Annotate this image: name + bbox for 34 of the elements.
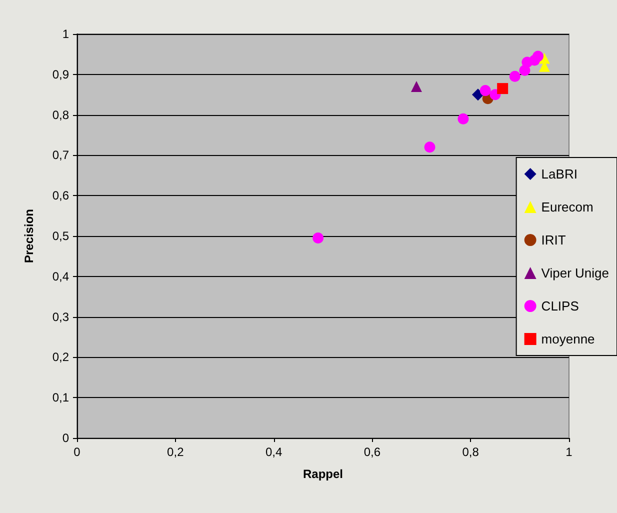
y-tick-label: 0,7 — [52, 148, 70, 162]
y-tick-label: 0,2 — [52, 350, 70, 364]
y-tick-label: 0,8 — [52, 108, 70, 122]
x-tick-label: 0,2 — [167, 445, 184, 459]
legend-label: Viper Unige — [541, 266, 610, 280]
legend-label: CLIPS — [541, 298, 580, 314]
legend-label: LaBRI — [541, 166, 578, 182]
y-tick-label: 0,9 — [52, 67, 70, 82]
x-axis-title: Rappel — [302, 467, 344, 481]
y-tick-label: 1 — [62, 27, 70, 41]
point — [410, 81, 422, 92]
legend-label: IRIT — [541, 232, 566, 248]
y-tick-label: 0,3 — [52, 310, 70, 324]
x-tick-label: 0,6 — [364, 445, 381, 459]
y-tick-label: 0,6 — [52, 188, 70, 203]
x-tick-label: 0,8 — [462, 445, 480, 459]
legend-label: Eurecom — [541, 200, 594, 214]
x-tick-label: 0,4 — [265, 445, 282, 459]
point — [497, 83, 508, 94]
x-tick-label: 0 — [74, 445, 81, 459]
point — [458, 113, 469, 124]
y-axis-title: Precision — [22, 208, 36, 264]
point — [472, 88, 484, 101]
y-tick-label: 0,1 — [52, 390, 70, 405]
y-tick-label: 0 — [62, 431, 70, 445]
point — [312, 232, 324, 244]
point — [424, 142, 436, 153]
y-tick-label: 0,5 — [52, 229, 70, 243]
point — [509, 70, 520, 82]
legend-label: moyenne — [541, 332, 595, 346]
point — [532, 50, 544, 62]
x-tick-label: 1 — [566, 445, 573, 459]
y-tick-label: 0,4 — [52, 269, 70, 284]
point — [480, 85, 491, 96]
